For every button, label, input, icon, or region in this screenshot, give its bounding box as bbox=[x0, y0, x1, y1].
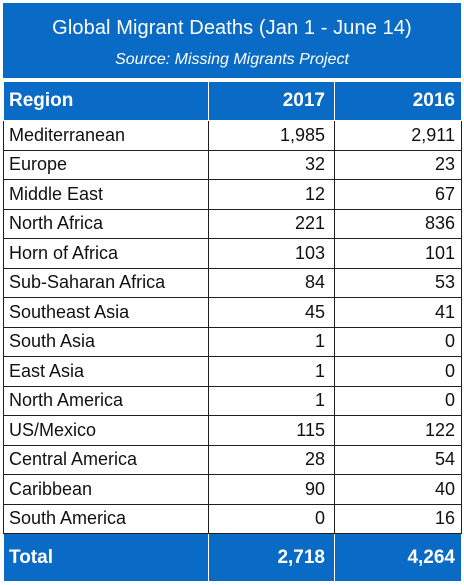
value-2017-cell: 221 bbox=[208, 208, 335, 239]
value-2016-cell: 54 bbox=[334, 444, 462, 475]
value-2017-cell: 32 bbox=[208, 149, 335, 180]
value-2016-cell: 16 bbox=[334, 503, 462, 534]
header-row: Region 2017 2016 bbox=[3, 81, 462, 121]
table-row: Middle East 12 67 bbox=[3, 179, 462, 210]
table-row: South Asia 1 0 bbox=[3, 326, 462, 357]
migrant-deaths-table: Region 2017 2016 Mediterranean 1,985 2,9… bbox=[3, 81, 462, 582]
table-row: Southeast Asia 45 41 bbox=[3, 297, 462, 328]
table-row: Horn of Africa 103 101 bbox=[3, 238, 462, 269]
value-2016-cell: 67 bbox=[334, 179, 462, 210]
table-row: Sub-Saharan Africa 84 53 bbox=[3, 267, 462, 298]
region-cell: North Africa bbox=[3, 208, 209, 239]
value-2017-cell: 1 bbox=[208, 356, 335, 387]
value-2017-cell: 84 bbox=[208, 267, 335, 298]
column-header-region: Region bbox=[3, 81, 209, 121]
region-cell: North America bbox=[3, 385, 209, 416]
value-2016-cell: 2,911 bbox=[334, 120, 462, 151]
table-body: Mediterranean 1,985 2,911 Europe 32 23 M… bbox=[3, 120, 462, 534]
value-2016-cell: 40 bbox=[334, 474, 462, 505]
total-2017: 2,718 bbox=[208, 533, 335, 582]
value-2016-cell: 0 bbox=[334, 385, 462, 416]
table-row: Europe 32 23 bbox=[3, 149, 462, 180]
value-2017-cell: 90 bbox=[208, 474, 335, 505]
value-2017-cell: 45 bbox=[208, 297, 335, 328]
value-2016-cell: 101 bbox=[334, 238, 462, 269]
table-subtitle: Source: Missing Migrants Project bbox=[115, 51, 349, 68]
value-2017-cell: 0 bbox=[208, 503, 335, 534]
region-cell: South America bbox=[3, 503, 209, 534]
table-row: Mediterranean 1,985 2,911 bbox=[3, 120, 462, 151]
region-cell: Europe bbox=[3, 149, 209, 180]
column-header-2017: 2017 bbox=[208, 81, 335, 121]
title-block: Global Migrant Deaths (Jan 1 - June 14) … bbox=[3, 3, 461, 81]
value-2016-cell: 53 bbox=[334, 267, 462, 298]
region-cell: South Asia bbox=[3, 326, 209, 357]
value-2017-cell: 1 bbox=[208, 385, 335, 416]
region-cell: Caribbean bbox=[3, 474, 209, 505]
region-cell: Central America bbox=[3, 444, 209, 475]
region-cell: Southeast Asia bbox=[3, 297, 209, 328]
value-2016-cell: 41 bbox=[334, 297, 462, 328]
table-row: US/Mexico 115 122 bbox=[3, 415, 462, 446]
table-row: North America 1 0 bbox=[3, 385, 462, 416]
value-2016-cell: 122 bbox=[334, 415, 462, 446]
table-row: Central America 28 54 bbox=[3, 444, 462, 475]
table-row: East Asia 1 0 bbox=[3, 356, 462, 387]
value-2017-cell: 103 bbox=[208, 238, 335, 269]
region-cell: Horn of Africa bbox=[3, 238, 209, 269]
value-2016-cell: 0 bbox=[334, 326, 462, 357]
region-cell: Middle East bbox=[3, 179, 209, 210]
column-header-2016: 2016 bbox=[334, 81, 462, 121]
total-2016: 4,264 bbox=[334, 533, 462, 582]
region-cell: Mediterranean bbox=[3, 120, 209, 151]
value-2016-cell: 23 bbox=[334, 149, 462, 180]
region-cell: Sub-Saharan Africa bbox=[3, 267, 209, 298]
value-2017-cell: 12 bbox=[208, 179, 335, 210]
value-2016-cell: 0 bbox=[334, 356, 462, 387]
value-2017-cell: 1,985 bbox=[208, 120, 335, 151]
table-row: Caribbean 90 40 bbox=[3, 474, 462, 505]
value-2017-cell: 1 bbox=[208, 326, 335, 357]
value-2016-cell: 836 bbox=[334, 208, 462, 239]
total-label: Total bbox=[3, 533, 209, 582]
value-2017-cell: 28 bbox=[208, 444, 335, 475]
table-row: South America 0 16 bbox=[3, 503, 462, 534]
region-cell: East Asia bbox=[3, 356, 209, 387]
region-cell: US/Mexico bbox=[3, 415, 209, 446]
table-row: North Africa 221 836 bbox=[3, 208, 462, 239]
value-2017-cell: 115 bbox=[208, 415, 335, 446]
total-row: Total 2,718 4,264 bbox=[3, 533, 462, 582]
table-title: Global Migrant Deaths (Jan 1 - June 14) bbox=[52, 17, 412, 39]
